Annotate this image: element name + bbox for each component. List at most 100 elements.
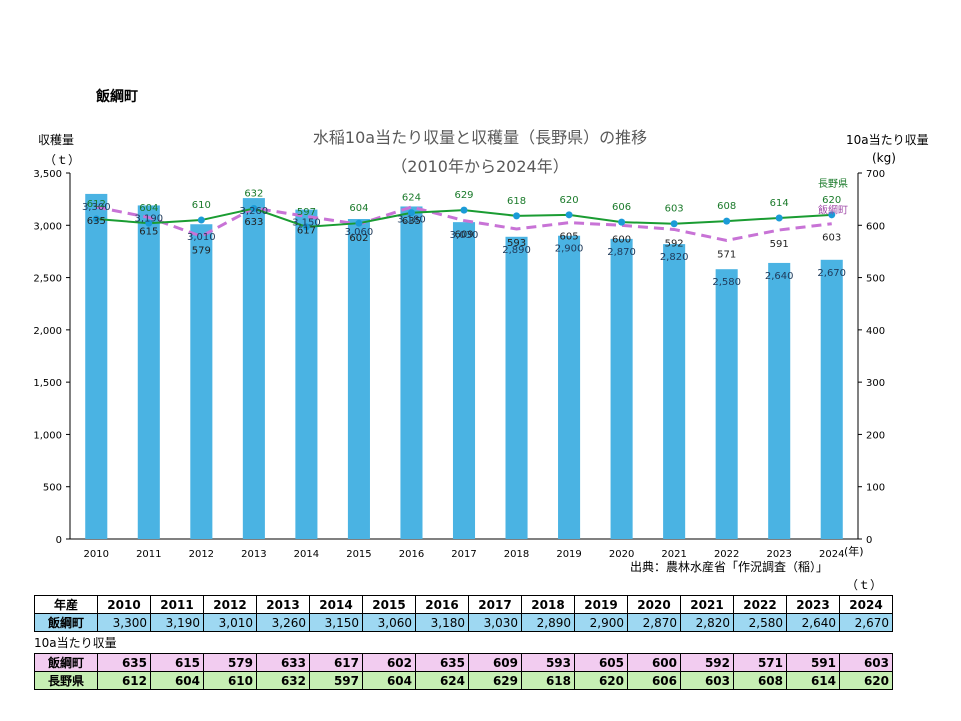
bar-2022: [715, 269, 738, 539]
yield-iizuna-cell-2010: 635: [97, 653, 151, 672]
label-nagano-2020: 606: [612, 202, 631, 213]
x-tick-label-2010: 2010: [84, 549, 109, 560]
label-iizuna-2019: 605: [560, 232, 579, 243]
left-tick-label: 2,000: [33, 326, 62, 337]
yield-nagano-cell-2011: 604: [150, 671, 204, 690]
yield-nagano-cell-2015: 604: [362, 671, 416, 690]
production-cell-2024: 2,670: [839, 613, 893, 632]
bar-label-2014: 3,150: [292, 218, 321, 229]
year-cell-2022: 2022: [733, 595, 787, 614]
label-nagano-2014: 597: [297, 207, 316, 218]
bar-label-2023: 2,640: [765, 271, 794, 282]
right-tick-label: 700: [866, 169, 885, 180]
marker-nagano-2022: [723, 217, 731, 225]
right-tick-label: 200: [866, 430, 885, 441]
marker-nagano-2018: [513, 212, 521, 220]
bar-2017: [452, 222, 476, 540]
label-iizuna-2010: 635: [87, 216, 106, 227]
yield-iizuna-cell-2018: 593: [521, 653, 575, 672]
left-tick-label: 0: [56, 535, 62, 546]
marker-nagano-2021: [670, 220, 678, 228]
bar-2014: [295, 209, 318, 539]
year-cell-2021: 2021: [680, 595, 734, 614]
year-cell-2013: 2013: [256, 595, 310, 614]
bar-label-2015: 3,060: [345, 227, 374, 238]
bar-2010: [85, 193, 108, 539]
label-iizuna-2011: 615: [139, 226, 158, 237]
bar-label-2016: 3,180: [397, 214, 426, 225]
year-cell-2011: 2011: [150, 595, 204, 614]
label-iizuna-2012: 579: [192, 245, 211, 256]
bar-label-2018: 2,890: [502, 245, 531, 256]
production-table: 年産 2010 2011 2012 2013 2014 2015 2016 2017 2018 2…: [34, 595, 893, 632]
bar-label-2010: 3,300: [82, 202, 111, 213]
left-axis-title: 収穫量: [38, 133, 75, 147]
marker-nagano-2015: [355, 219, 363, 227]
marker-nagano-2012: [197, 216, 205, 224]
production-label: 飯綱町: [34, 613, 98, 632]
town-title: 飯綱町: [96, 89, 138, 105]
bar-2023: [768, 262, 791, 539]
x-axis-unit: (年): [844, 544, 864, 558]
label-nagano-2017: 629: [454, 190, 473, 201]
label-nagano-2011: 604: [139, 203, 158, 214]
x-tick-label-2011: 2011: [136, 549, 161, 560]
label-iizuna-2013: 633: [244, 217, 263, 228]
bar-2018: [505, 236, 528, 539]
label-nagano-2019: 620: [560, 195, 579, 206]
bar-label-2012: 3,010: [187, 232, 216, 243]
left-tick-label: 1,000: [33, 430, 62, 441]
yield-iizuna-cell-2019: 605: [574, 653, 628, 672]
label-iizuna-2018: 593: [507, 238, 526, 249]
yield-nagano-cell-2017: 629: [468, 671, 522, 690]
label-nagano-2022: 608: [717, 201, 736, 212]
right-tick-label: 0: [866, 535, 872, 546]
production-cell-2020: 2,870: [627, 613, 681, 632]
left-tick-label: 1,500: [33, 378, 62, 389]
year-cell-2012: 2012: [203, 595, 257, 614]
bar-label-2020: 2,870: [607, 247, 636, 258]
right-tick-label: 100: [866, 483, 885, 494]
bar-2013: [242, 198, 265, 539]
chart-canvas: 0 500 1,000 1,500 2,000 2,500 3,000 3,500 0 100 20…: [33, 169, 885, 560]
bar-label-2021: 2,820: [660, 252, 689, 263]
marker-nagano-2017: [460, 206, 468, 214]
table-unit: （ｔ）: [846, 578, 883, 592]
yield-nagano-cell-2013: 632: [256, 671, 310, 690]
source-note: 出典：農林水産省「作況調査（稲）」: [630, 560, 829, 574]
marker-nagano-2013: [250, 205, 258, 213]
yield-iizuna-cell-2015: 602: [362, 653, 416, 672]
bar-2020: [610, 238, 633, 539]
label-nagano-2021: 603: [665, 204, 684, 215]
label-nagano-2016: 624: [402, 193, 421, 204]
bar-2024: [820, 259, 843, 539]
year-cell-2015: 2015: [362, 595, 416, 614]
label-iizuna-2016: 635: [402, 216, 421, 227]
yield-label-iizuna: 飯綱町: [34, 653, 98, 672]
production-cell-2014: 3,150: [309, 613, 363, 632]
yield-iizuna-cell-2012: 579: [203, 653, 257, 672]
production-cell-2018: 2,890: [521, 613, 575, 632]
right-tick-label: 300: [866, 378, 885, 389]
yield-iizuna-cell-2020: 600: [627, 653, 681, 672]
x-tick-label-2014: 2014: [294, 549, 319, 560]
right-axis-unit: (kg): [872, 151, 896, 165]
yield-caption: 10a当たり収量: [34, 636, 117, 650]
year-cell-2023: 2023: [786, 595, 840, 614]
yield-iizuna-cell-2016: 635: [415, 653, 469, 672]
production-cell-2010: 3,300: [97, 613, 151, 632]
label-iizuna-2020: 600: [612, 234, 631, 245]
right-axis-title: 10a当たり収量: [846, 133, 929, 147]
bar-2021: [663, 244, 686, 539]
label-nagano-2015: 604: [349, 203, 368, 214]
label-iizuna-2017: 609: [454, 230, 473, 241]
bar-label-2011: 3,190: [134, 213, 163, 224]
yield-iizuna-cell-2024: 603: [839, 653, 893, 672]
year-cell-2016: 2016: [415, 595, 469, 614]
year-header-row: 年産 2010 2011 2012 2013 2014 2015 2016 2017 2018 2…: [34, 595, 893, 614]
yield-row-iizuna: 飯綱町 635 615 579 633 617 602 635 609 593 605 600 592…: [34, 653, 893, 672]
yield-label-nagano: 長野県: [34, 671, 98, 690]
year-cell-2010: 2010: [97, 595, 151, 614]
production-cell-2017: 3,030: [468, 613, 522, 632]
bar-label-2017: 3,030: [450, 230, 479, 241]
